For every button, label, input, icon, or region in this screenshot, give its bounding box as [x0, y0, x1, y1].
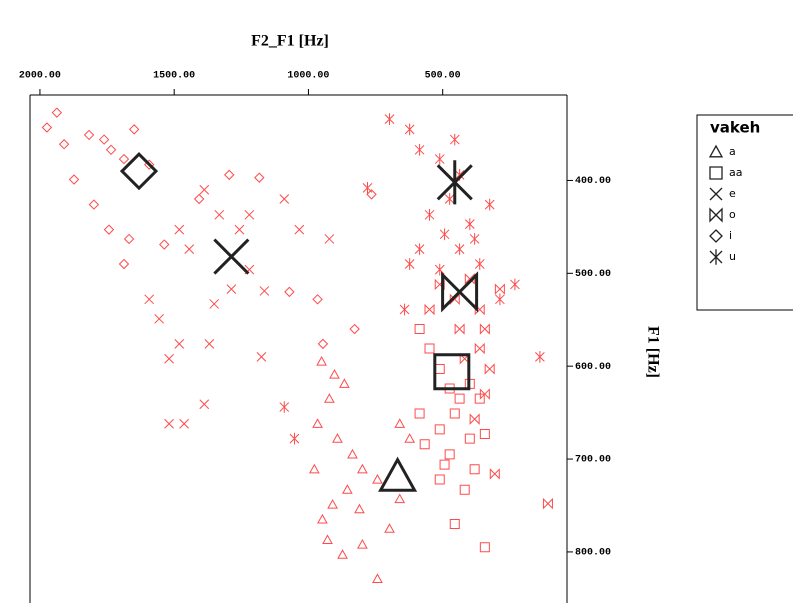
- legend-label: a: [729, 145, 736, 158]
- y-tick-label: 600.00: [575, 362, 611, 373]
- x-tick-label: 1500.00: [153, 71, 195, 82]
- page: F2_F1 [Hz] F1 [Hz] vakeh 2000.00 1500.00 1…: [0, 0, 793, 603]
- legend-box: [697, 115, 793, 310]
- y-tick-label: 400.00: [575, 176, 611, 187]
- legend-label: o: [729, 208, 736, 221]
- x-tick-label: 1000.00: [287, 71, 329, 82]
- chart: F2_F1 [Hz] F1 [Hz] vakeh 2000.00 1500.00 1…: [0, 0, 793, 603]
- y-axis-title: F1 [Hz]: [644, 326, 661, 378]
- legend-label: e: [729, 187, 736, 200]
- background: [0, 0, 793, 603]
- legend-label: i: [729, 229, 732, 242]
- legend-label: aa: [729, 166, 742, 179]
- x-tick-label: 2000.00: [19, 71, 61, 82]
- legend-title: vakeh: [710, 119, 760, 137]
- x-tick-label: 500.00: [425, 71, 461, 82]
- y-tick-label: 500.00: [575, 269, 611, 280]
- chart-title: F2_F1 [Hz]: [251, 33, 329, 50]
- y-tick-label: 800.00: [575, 548, 611, 559]
- legend-label: u: [729, 250, 736, 263]
- y-tick-label: 700.00: [575, 455, 611, 466]
